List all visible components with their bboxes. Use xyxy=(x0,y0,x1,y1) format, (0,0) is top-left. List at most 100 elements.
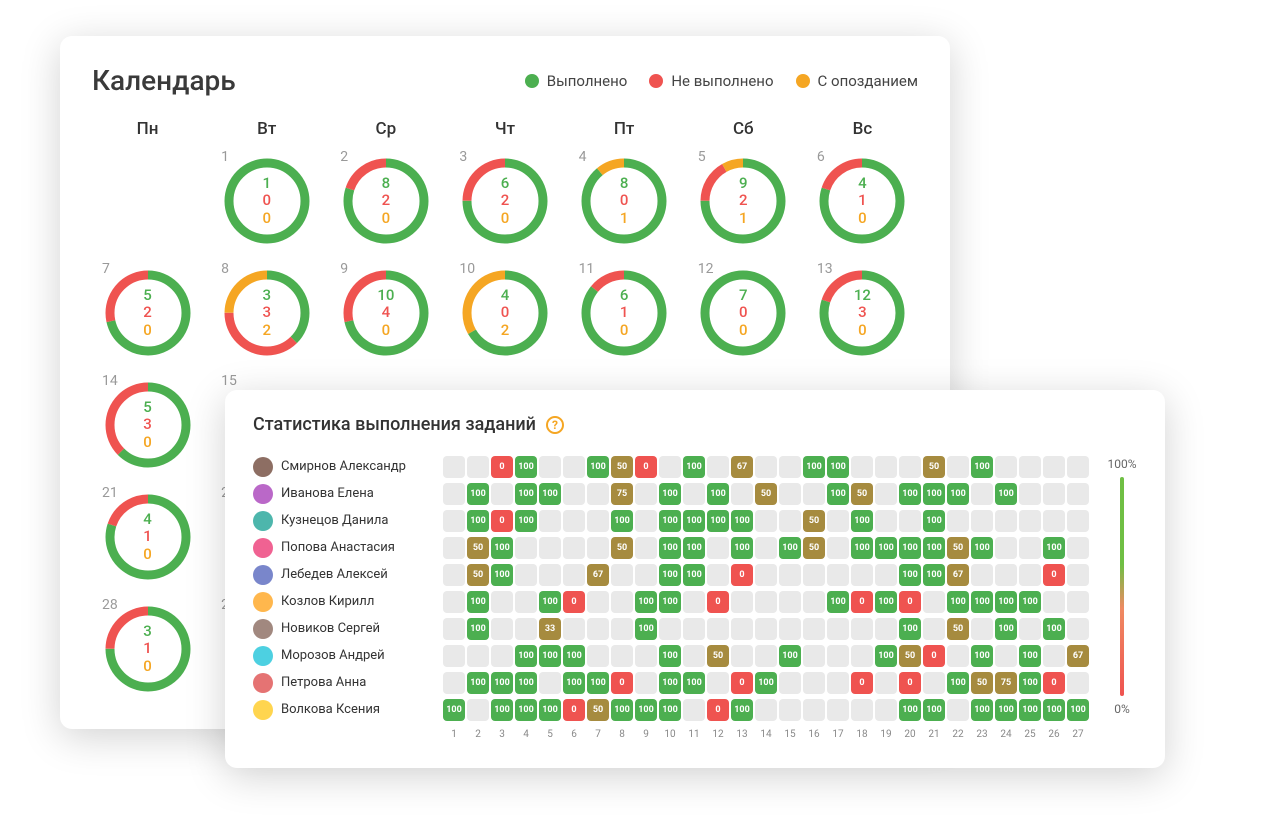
heatmap-cell[interactable] xyxy=(659,618,681,640)
heatmap-cell[interactable]: 100 xyxy=(1019,591,1041,613)
heatmap-cell[interactable] xyxy=(923,672,945,694)
heatmap-cell[interactable] xyxy=(971,510,993,532)
heatmap-cell[interactable] xyxy=(779,591,801,613)
heatmap-cell[interactable] xyxy=(827,645,849,667)
heatmap-cell[interactable]: 100 xyxy=(1043,537,1065,559)
calendar-day[interactable]: 21410 xyxy=(92,481,203,593)
heatmap-cell[interactable] xyxy=(875,456,897,478)
heatmap-cell[interactable]: 100 xyxy=(995,483,1017,505)
heatmap-cell[interactable]: 100 xyxy=(683,510,705,532)
heatmap-cell[interactable] xyxy=(707,618,729,640)
heatmap-cell[interactable] xyxy=(971,483,993,505)
heatmap-cell[interactable]: 50 xyxy=(611,537,633,559)
heatmap-cell[interactable]: 100 xyxy=(515,699,537,721)
heatmap-cell[interactable] xyxy=(611,618,633,640)
calendar-day[interactable]: 2820 xyxy=(330,145,441,257)
heatmap-cell[interactable]: 75 xyxy=(611,483,633,505)
heatmap-cell[interactable]: 100 xyxy=(635,618,657,640)
heatmap-cell[interactable] xyxy=(1019,564,1041,586)
heatmap-cell[interactable]: 100 xyxy=(707,510,729,532)
heatmap-cell[interactable]: 100 xyxy=(587,672,609,694)
heatmap-cell[interactable] xyxy=(755,537,777,559)
heatmap-cell[interactable]: 50 xyxy=(587,699,609,721)
heatmap-cell[interactable] xyxy=(1043,591,1065,613)
heatmap-cell[interactable] xyxy=(491,483,513,505)
calendar-day[interactable]: 10402 xyxy=(449,257,560,369)
heatmap-cell[interactable]: 50 xyxy=(947,537,969,559)
heatmap-cell[interactable] xyxy=(1019,483,1041,505)
heatmap-cell[interactable] xyxy=(707,672,729,694)
heatmap-cell[interactable] xyxy=(803,591,825,613)
heatmap-cell[interactable]: 100 xyxy=(467,618,489,640)
heatmap-cell[interactable] xyxy=(971,618,993,640)
heatmap-cell[interactable]: 0 xyxy=(899,591,921,613)
heatmap-cell[interactable] xyxy=(779,456,801,478)
heatmap-cell[interactable]: 100 xyxy=(659,672,681,694)
heatmap-cell[interactable]: 100 xyxy=(539,483,561,505)
heatmap-cell[interactable] xyxy=(779,699,801,721)
heatmap-cell[interactable]: 100 xyxy=(827,456,849,478)
heatmap-cell[interactable]: 100 xyxy=(539,699,561,721)
heatmap-cell[interactable]: 50 xyxy=(923,456,945,478)
heatmap-cell[interactable] xyxy=(851,456,873,478)
heatmap-cell[interactable]: 0 xyxy=(1043,564,1065,586)
heatmap-cell[interactable]: 100 xyxy=(731,510,753,532)
heatmap-cell[interactable] xyxy=(707,564,729,586)
heatmap-cell[interactable]: 100 xyxy=(731,699,753,721)
heatmap-cell[interactable] xyxy=(467,699,489,721)
heatmap-cell[interactable]: 100 xyxy=(899,537,921,559)
heatmap-cell[interactable]: 75 xyxy=(995,672,1017,694)
heatmap-cell[interactable]: 100 xyxy=(659,483,681,505)
heatmap-cell[interactable] xyxy=(635,510,657,532)
heatmap-cell[interactable] xyxy=(827,672,849,694)
heatmap-cell[interactable] xyxy=(803,645,825,667)
heatmap-cell[interactable]: 100 xyxy=(635,591,657,613)
heatmap-cell[interactable]: 100 xyxy=(707,483,729,505)
heatmap-cell[interactable] xyxy=(803,564,825,586)
heatmap-cell[interactable]: 100 xyxy=(923,564,945,586)
heatmap-cell[interactable] xyxy=(443,591,465,613)
heatmap-cell[interactable]: 100 xyxy=(491,672,513,694)
calendar-day[interactable]: 1100 xyxy=(211,145,322,257)
heatmap-cell[interactable] xyxy=(443,618,465,640)
heatmap-cell[interactable]: 100 xyxy=(947,672,969,694)
heatmap-cell[interactable]: 0 xyxy=(923,645,945,667)
heatmap-cell[interactable]: 100 xyxy=(683,456,705,478)
heatmap-cell[interactable] xyxy=(1043,510,1065,532)
heatmap-cell[interactable]: 100 xyxy=(899,483,921,505)
heatmap-cell[interactable] xyxy=(803,699,825,721)
calendar-day[interactable]: 14530 xyxy=(92,369,203,481)
heatmap-cell[interactable]: 100 xyxy=(779,645,801,667)
heatmap-cell[interactable] xyxy=(635,645,657,667)
heatmap-cell[interactable] xyxy=(587,591,609,613)
person[interactable]: Иванова Елена xyxy=(253,484,443,504)
person[interactable]: Волкова Ксения xyxy=(253,700,443,720)
heatmap-cell[interactable] xyxy=(851,699,873,721)
heatmap-cell[interactable] xyxy=(467,456,489,478)
heatmap-cell[interactable]: 100 xyxy=(995,618,1017,640)
heatmap-cell[interactable]: 100 xyxy=(995,591,1017,613)
heatmap-cell[interactable]: 100 xyxy=(563,645,585,667)
heatmap-cell[interactable] xyxy=(515,537,537,559)
person[interactable]: Козлов Кирилл xyxy=(253,592,443,612)
heatmap-cell[interactable] xyxy=(539,456,561,478)
heatmap-cell[interactable] xyxy=(827,537,849,559)
calendar-day[interactable]: 6410 xyxy=(807,145,918,257)
heatmap-cell[interactable]: 100 xyxy=(611,510,633,532)
heatmap-cell[interactable] xyxy=(539,510,561,532)
heatmap-cell[interactable] xyxy=(515,564,537,586)
heatmap-cell[interactable]: 50 xyxy=(851,483,873,505)
calendar-day[interactable]: 131230 xyxy=(807,257,918,369)
heatmap-cell[interactable]: 100 xyxy=(659,564,681,586)
heatmap-cell[interactable] xyxy=(635,483,657,505)
heatmap-cell[interactable] xyxy=(1067,510,1089,532)
heatmap-cell[interactable]: 100 xyxy=(971,645,993,667)
heatmap-cell[interactable]: 0 xyxy=(731,672,753,694)
heatmap-cell[interactable]: 33 xyxy=(539,618,561,640)
heatmap-cell[interactable] xyxy=(995,645,1017,667)
heatmap-cell[interactable] xyxy=(947,456,969,478)
heatmap-cell[interactable] xyxy=(635,564,657,586)
heatmap-cell[interactable] xyxy=(827,564,849,586)
calendar-day[interactable]: 3620 xyxy=(449,145,560,257)
heatmap-cell[interactable] xyxy=(779,510,801,532)
